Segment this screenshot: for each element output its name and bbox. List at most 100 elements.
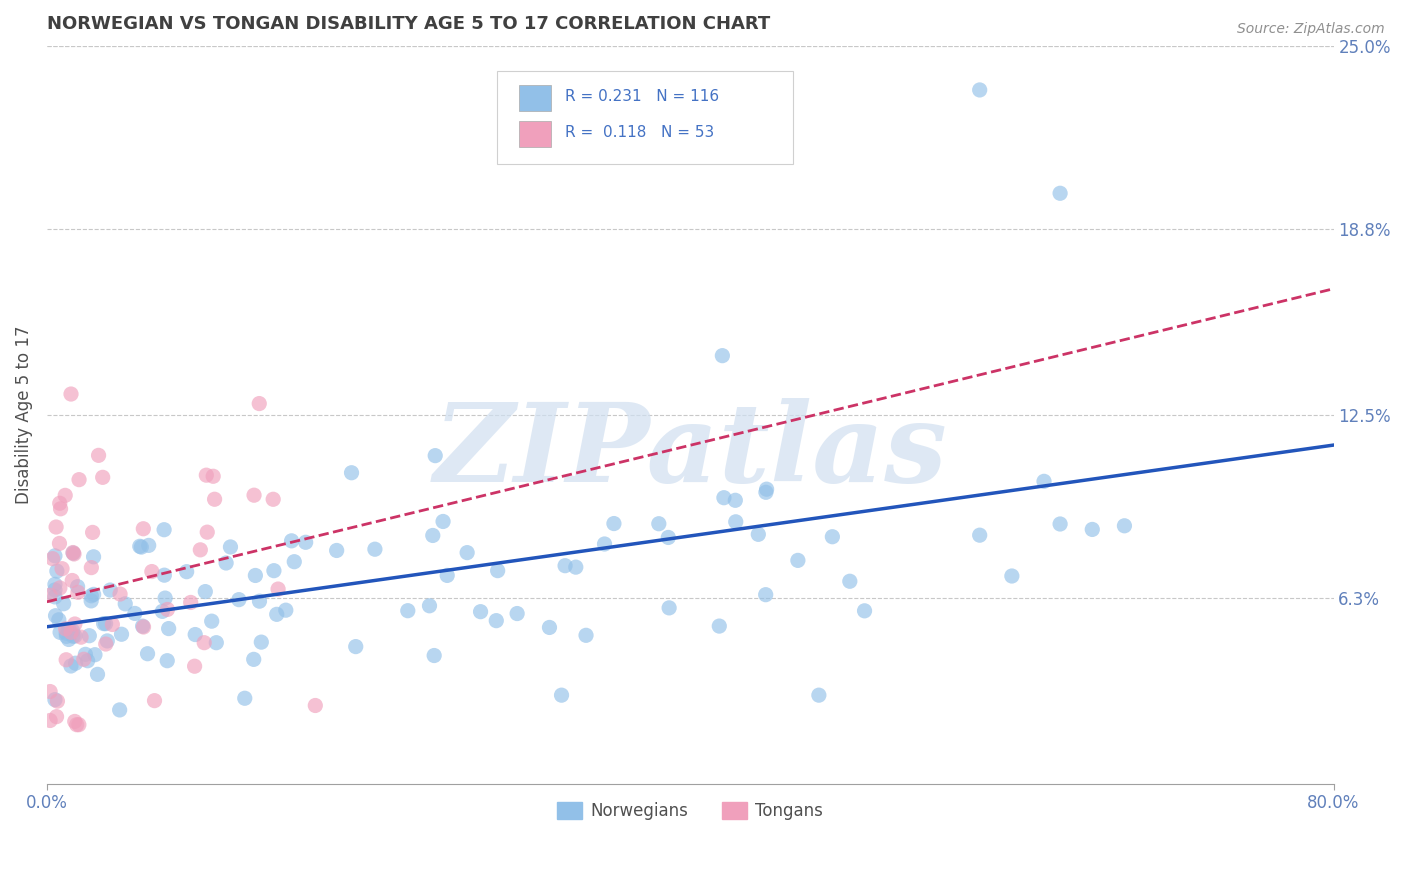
- Point: [364, 542, 387, 557]
- Point: [180, 595, 202, 609]
- Point: [60, 387, 83, 401]
- Point: [101, 617, 124, 632]
- Point: [153, 591, 176, 605]
- Point: [304, 698, 326, 713]
- Point: [755, 588, 778, 602]
- Point: [60, 625, 83, 640]
- Point: [485, 614, 508, 628]
- Point: [724, 493, 747, 508]
- Point: [456, 546, 478, 560]
- Point: [66, 717, 89, 731]
- Point: [153, 568, 176, 582]
- Point: [153, 523, 176, 537]
- Point: [969, 83, 991, 97]
- Point: [83, 587, 105, 601]
- Point: [131, 540, 153, 554]
- Point: [66, 585, 89, 599]
- Point: [82, 525, 104, 540]
- Point: [657, 531, 679, 545]
- Point: [247, 396, 270, 410]
- Point: [110, 627, 132, 641]
- Point: [94, 637, 117, 651]
- Point: [48, 613, 70, 627]
- Point: [156, 602, 179, 616]
- Point: [67, 717, 90, 731]
- Point: [432, 515, 454, 529]
- Point: [79, 629, 101, 643]
- Point: [205, 636, 228, 650]
- Point: [128, 539, 150, 553]
- Point: [201, 614, 224, 628]
- Point: [204, 492, 226, 507]
- Point: [60, 574, 83, 588]
- Point: [554, 558, 576, 573]
- Point: [396, 604, 419, 618]
- Point: [1049, 186, 1071, 201]
- Point: [747, 527, 769, 541]
- Point: [786, 553, 808, 567]
- Point: [755, 485, 778, 500]
- Point: [538, 620, 561, 634]
- Point: [344, 640, 367, 654]
- Point: [136, 647, 159, 661]
- Text: R = 0.231   N = 116: R = 0.231 N = 116: [565, 89, 720, 104]
- Point: [215, 556, 238, 570]
- Point: [418, 599, 440, 613]
- Point: [49, 581, 72, 595]
- Point: [58, 623, 80, 637]
- Point: [55, 626, 77, 640]
- Point: [39, 714, 62, 728]
- Point: [75, 648, 97, 662]
- FancyBboxPatch shape: [519, 85, 551, 111]
- Point: [150, 604, 173, 618]
- Point: [91, 470, 114, 484]
- Point: [267, 582, 290, 596]
- Point: [132, 522, 155, 536]
- Point: [713, 491, 735, 505]
- Point: [176, 565, 198, 579]
- Point: [262, 492, 284, 507]
- Point: [96, 634, 118, 648]
- Point: [202, 469, 225, 483]
- Point: [39, 588, 62, 602]
- Point: [425, 449, 447, 463]
- Point: [63, 714, 86, 729]
- Point: [183, 659, 205, 673]
- Point: [423, 648, 446, 663]
- Point: [44, 582, 66, 597]
- Point: [283, 555, 305, 569]
- Point: [658, 600, 681, 615]
- Point: [249, 594, 271, 608]
- Y-axis label: Disability Age 5 to 17: Disability Age 5 to 17: [15, 326, 32, 504]
- Point: [194, 584, 217, 599]
- Point: [193, 635, 215, 649]
- Point: [228, 592, 250, 607]
- Point: [709, 619, 731, 633]
- Text: NORWEGIAN VS TONGAN DISABILITY AGE 5 TO 17 CORRELATION CHART: NORWEGIAN VS TONGAN DISABILITY AGE 5 TO …: [46, 15, 770, 33]
- Point: [138, 538, 160, 552]
- Point: [132, 620, 155, 634]
- Point: [108, 587, 131, 601]
- Point: [156, 654, 179, 668]
- Point: [506, 607, 529, 621]
- Point: [51, 562, 73, 576]
- Point: [55, 622, 77, 636]
- Point: [73, 652, 96, 666]
- Point: [124, 607, 146, 621]
- Point: [52, 597, 75, 611]
- Point: [66, 580, 89, 594]
- Point: [41, 551, 63, 566]
- Point: [67, 473, 90, 487]
- Text: Source: ZipAtlas.com: Source: ZipAtlas.com: [1237, 22, 1385, 37]
- Point: [114, 597, 136, 611]
- Point: [94, 616, 117, 631]
- Point: [243, 488, 266, 502]
- Point: [325, 543, 347, 558]
- Point: [65, 657, 87, 671]
- Point: [131, 619, 153, 633]
- Point: [62, 545, 84, 559]
- Point: [233, 691, 256, 706]
- Point: [80, 589, 103, 603]
- Point: [274, 603, 297, 617]
- Point: [648, 516, 671, 531]
